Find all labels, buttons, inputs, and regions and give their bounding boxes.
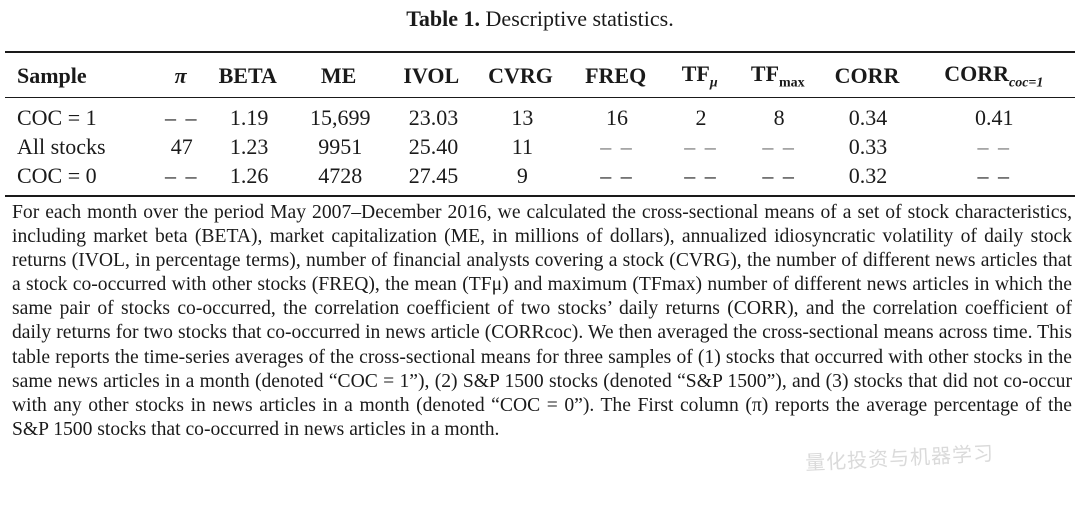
table-cell: 47 [170,133,193,159]
column-header-label: Sample [17,63,87,88]
table-cell: 9951 [318,133,363,159]
column-header-label: TF [750,60,780,86]
note-text: For each month over the period May 2007–… [12,202,1072,440]
table-cell: COC = 0 [17,162,97,188]
column-header-7: TFμ [665,57,734,95]
table-cell: – – [165,104,199,130]
column-header-3: ME [289,57,387,95]
header-rule [5,97,1075,98]
table-row: COC = 0 – – 1.26 4728 27.45 9 – – – – – – 0.32 – – [5,161,1075,190]
table-cell: 0.34 [848,104,888,130]
table-cell: – – [762,133,796,159]
column-header-label: π [174,63,187,88]
column-header-label: IVOL [403,63,460,88]
column-header-label: ME [320,63,357,88]
column-header-label: CORR [944,60,1009,86]
table-cell: 25.40 [408,133,459,159]
table-cell: All stocks [17,133,106,159]
table-body: COC = 1– –1.19 15,699 23.03 13 16 2 8 0.34 0.41 A… [5,103,1075,190]
table-row: COC = 1 – – 1.19 15,699 23.03 13 16 2 8 0.34 0.41 [5,103,1075,132]
table-cell: 2 [695,104,707,130]
table-note: For each month over the period May 2007–… [12,201,1072,442]
column-header-9: CORR [821,57,912,95]
bottom-rule [5,195,1075,197]
table-cell: – – [762,162,796,188]
header-row: Sample π BETA ME IVOL CVRG FREQ TFμ TFmax CORR COR… [5,57,1075,95]
top-rule [5,51,1075,53]
caption-label: Table 1. [406,6,481,31]
table-cell: 16 [606,104,629,130]
column-header-4: IVOL [388,57,475,95]
column-header-8: TFmax [734,57,821,95]
table-cell: 13 [511,104,534,130]
column-header-5: CVRG [475,57,566,95]
table-row: All stocks 47 1.23 9951 25.40 11 – – – – – – 0.33… [5,132,1075,161]
column-header-label: FREQ [585,63,647,88]
column-header-subscript: max [779,75,805,91]
table-cell: 0.32 [848,162,888,188]
table-cell: 15,699 [310,104,371,130]
caption-text: Descriptive statistics. [485,6,674,31]
table-cell: – – [977,133,1011,159]
table-cell: – – [684,133,718,159]
table-cell: – – [165,162,199,188]
table-cell: 1.26 [229,162,269,188]
column-header-subscript: μ [709,75,718,91]
column-header-label: CVRG [488,63,553,88]
table-cell: COC = 1 [17,104,97,130]
table-cell: 0.41 [974,104,1014,130]
table-cell: – – [977,162,1011,188]
table-cell: 0.33 [848,133,888,159]
table-cell: 1.23 [229,133,269,159]
column-header-label: TF [681,60,710,86]
column-header-6: FREQ [566,57,665,95]
table-cell: 9 [516,162,528,188]
table-cell: 11 [511,133,533,159]
column-header-label: BETA [218,63,277,88]
column-header-1: π [155,57,206,95]
table-cell: 1.19 [229,104,269,130]
table-caption: Table 1. Descriptive statistics. [0,6,1080,32]
table-cell: – – [684,162,718,188]
column-header-2: BETA [206,57,289,95]
column-header-subscript: coc=1 [1009,75,1044,91]
table-cell: – – [600,133,634,159]
table-cell: 4728 [318,162,363,188]
table-cell: – – [600,162,634,188]
column-header-label: CORR [834,63,900,88]
table-header: Sample π BETA ME IVOL CVRG FREQ TFμ TFmax CORR COR… [5,57,1075,95]
table-cell: 8 [773,104,785,130]
column-header-10: CORRcoc=1 [913,57,1075,95]
table-cell: 27.45 [408,162,459,188]
watermark: 量化投资与机器学习 [804,441,995,475]
table-cell: 23.03 [408,104,459,130]
column-header-0: Sample [5,57,155,95]
